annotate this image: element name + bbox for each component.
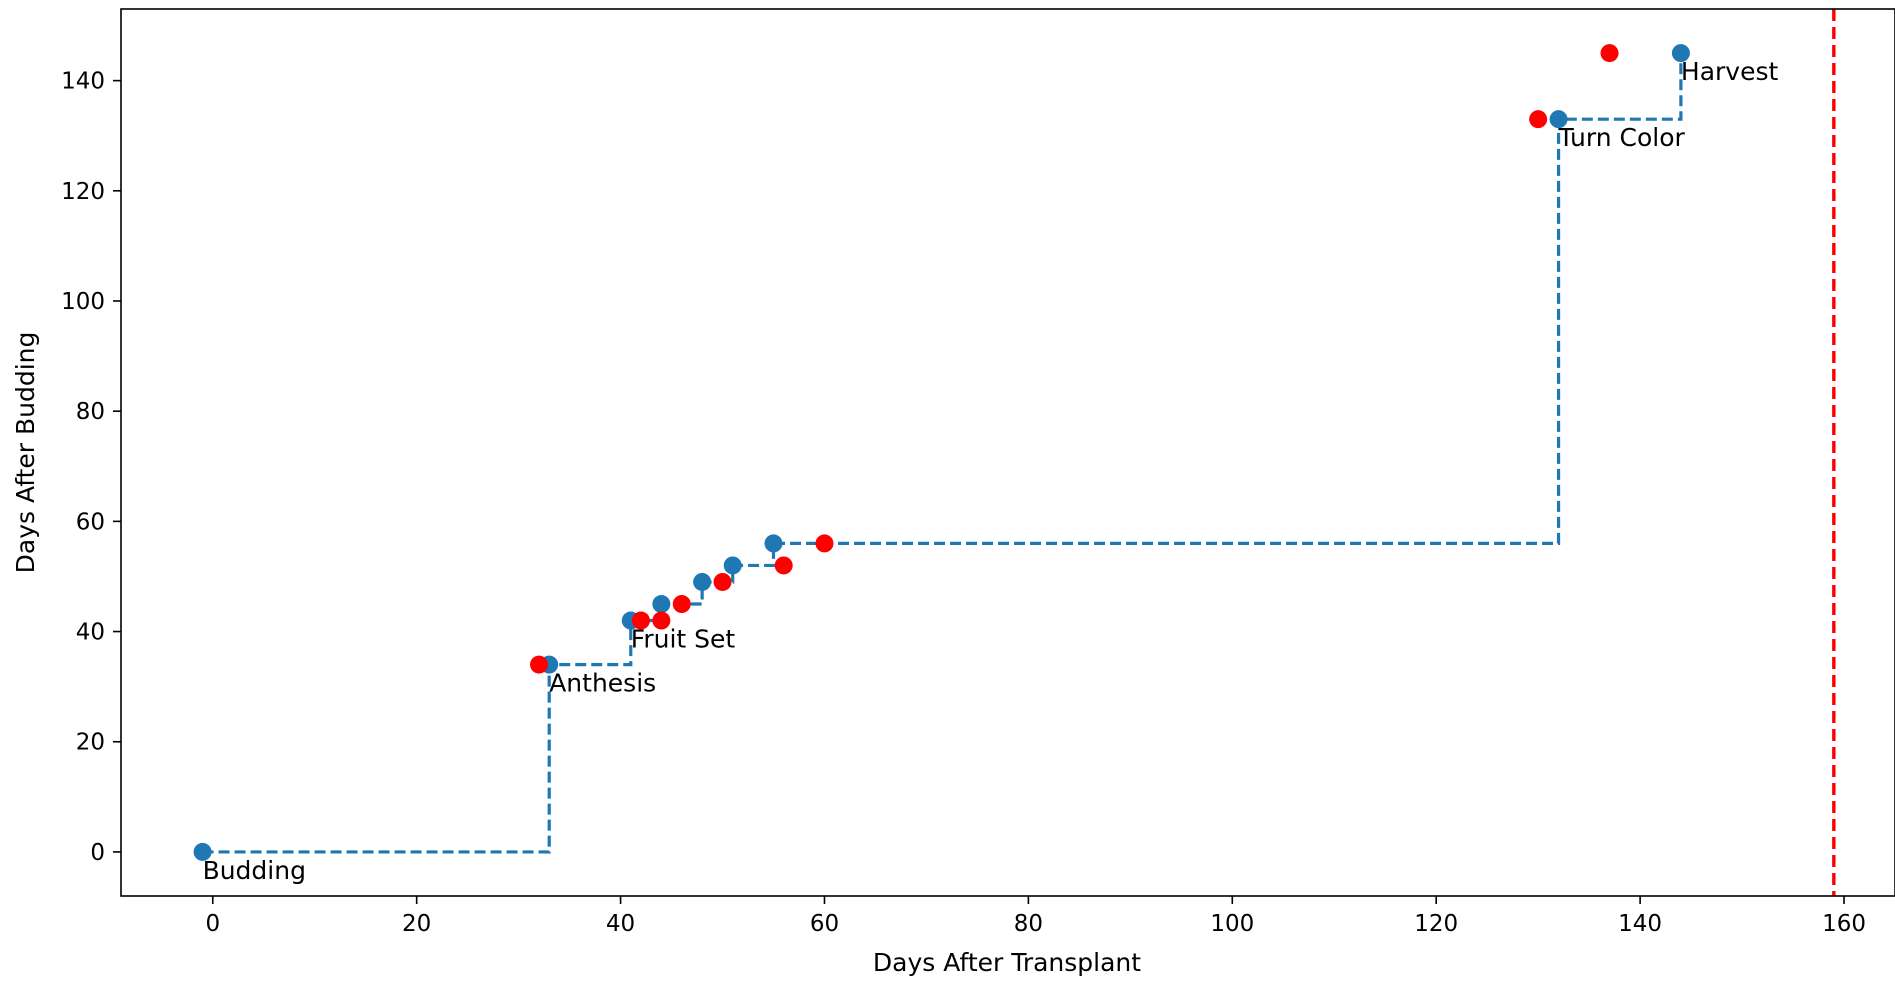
annotation-label-4: Harvest: [1681, 57, 1779, 86]
x-tick-label-8: 160: [1822, 911, 1866, 937]
predicted-point-2: [652, 611, 671, 630]
y-tick-label-3: 60: [76, 509, 105, 535]
observed-point-6: [764, 534, 783, 553]
annotation-label-3: Turn Color: [1558, 123, 1686, 152]
annotation-label-1: Anthesis: [549, 669, 656, 698]
predicted-point-4: [713, 572, 732, 591]
observed-point-4: [693, 572, 712, 591]
predicted-point-6: [815, 534, 834, 553]
x-tick-label-0: 0: [205, 911, 220, 937]
observed-point-0: [193, 842, 212, 861]
annotations-layer: Budding Anthesis Fruit Set Turn Color Harves…: [203, 57, 1779, 885]
x-tick-label-4: 80: [1014, 911, 1043, 937]
y-tick-label-1: 20: [76, 730, 105, 756]
annotation-label-0: Budding: [203, 856, 306, 885]
x-tick-label-1: 20: [402, 911, 431, 937]
x-tick-label-3: 60: [810, 911, 839, 937]
y-tick-label-0: 0: [90, 840, 105, 866]
plot-frame: [120, 8, 1895, 897]
x-tick-label-6: 120: [1414, 911, 1458, 937]
observed-point-5: [723, 556, 742, 575]
step-line-layer: [202, 53, 1683, 854]
y-tick-label-5: 100: [61, 289, 105, 315]
predicted-point-5: [774, 556, 793, 575]
y-tick-label-7: 140: [61, 69, 105, 95]
observed-point-7: [1549, 110, 1568, 129]
observed-point-8: [1671, 44, 1690, 63]
predicted-point-0: [530, 655, 549, 674]
x-tick-label-5: 100: [1210, 911, 1254, 937]
y-tick-label-6: 120: [61, 179, 105, 205]
predicted-point-7: [1529, 110, 1548, 129]
y-tick-label-4: 80: [76, 399, 105, 425]
y-axis-label: Days After Budding: [11, 332, 40, 574]
x-tick-label-7: 140: [1618, 911, 1662, 937]
x-axis-label: Days After Transplant: [873, 948, 1141, 977]
observed-point-3: [652, 595, 671, 614]
predicted-point-3: [672, 595, 691, 614]
y-tick-label-2: 40: [76, 620, 105, 646]
step-line-series: [202, 53, 1683, 854]
x-tick-label-2: 40: [606, 911, 635, 937]
predicted-point-8: [1600, 44, 1619, 63]
annotation-label-2: Fruit Set: [631, 625, 736, 654]
points-layer: [193, 44, 1690, 861]
predicted-point-1: [631, 611, 650, 630]
x-axis-ticks: 0 20 40 60 80 100 120 140 160: [205, 896, 1866, 937]
y-axis-ticks: 0 20 40 60 80 100 120 140: [61, 69, 121, 866]
